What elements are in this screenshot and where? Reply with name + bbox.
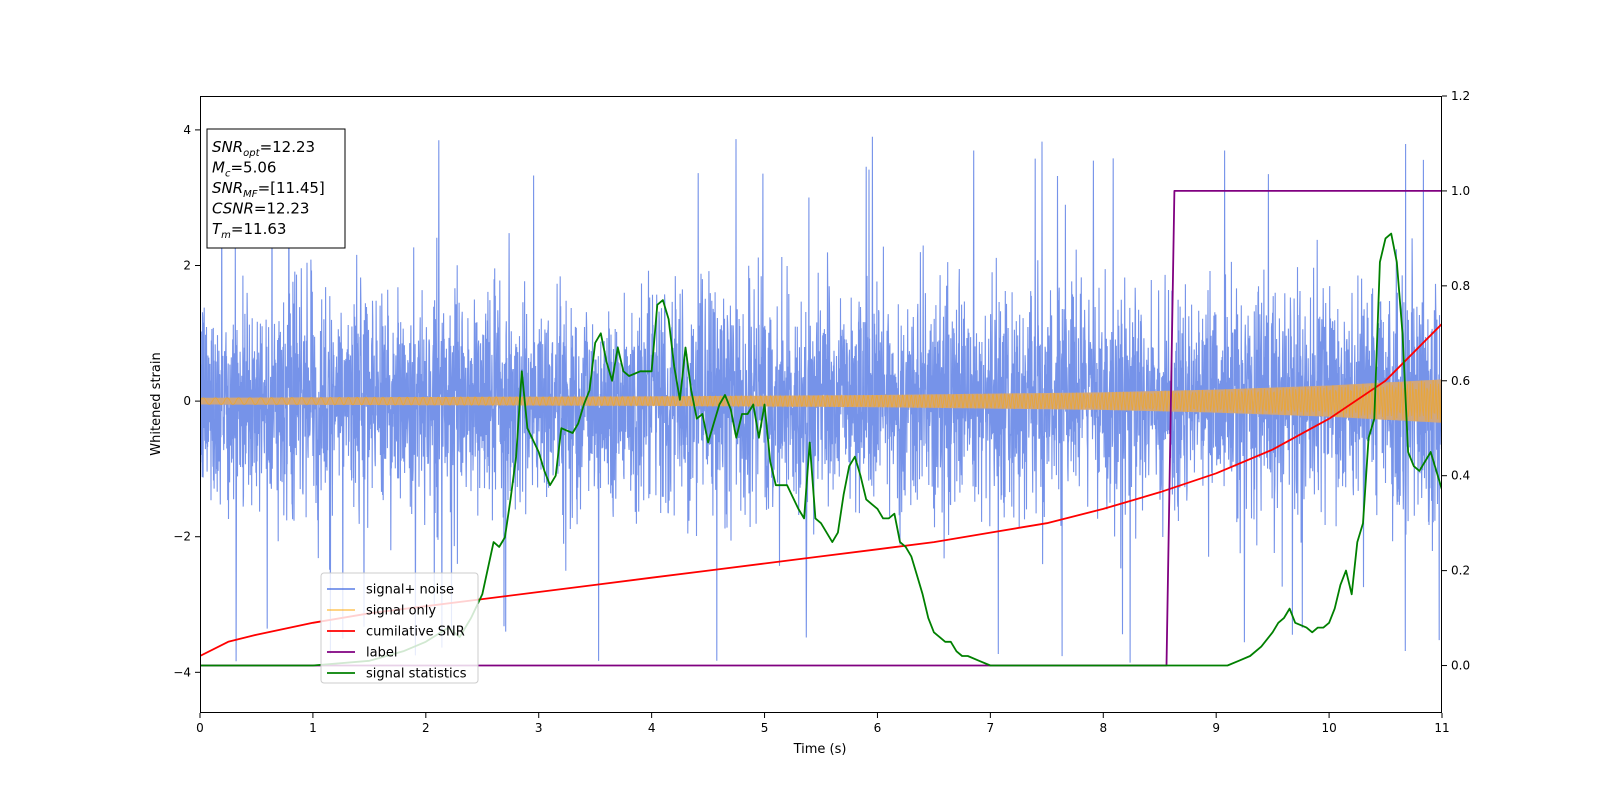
stats-box: SNRopt=12.23Mc=5.06SNRMF=[11.45]CSNR=12.… <box>206 128 346 249</box>
x-tick-label: 6 <box>874 721 882 735</box>
x-tick-label: 7 <box>987 721 995 735</box>
y-right-tick-label: 1.0 <box>1451 184 1470 198</box>
signal-only-band <box>200 379 1442 423</box>
y-left-tick-label: 4 <box>183 123 191 137</box>
y-right-tick-label: 0.0 <box>1451 659 1470 673</box>
x-tick-label: 11 <box>1434 721 1449 735</box>
y-left-tick-label: −4 <box>173 665 191 679</box>
x-tick-label: 5 <box>761 721 769 735</box>
stat-line: Mc=5.06 <box>212 159 276 180</box>
legend-label: label <box>366 646 397 661</box>
y-left-tick-label: 0 <box>183 394 191 408</box>
y-right-tick-label: 0.8 <box>1451 279 1470 293</box>
signal-only-line <box>200 380 1442 423</box>
y-right-tick-label: 0.4 <box>1451 469 1470 483</box>
y-right-tick-label: 1.2 <box>1451 89 1470 103</box>
signal-statistics-line <box>200 232 1442 667</box>
stat-line: Tm=11.63 <box>212 220 286 241</box>
stat-line: SNRopt=12.23 <box>212 138 315 159</box>
stat-line: CSNR=12.23 <box>212 200 309 218</box>
x-axis-label: Time (s) <box>793 742 847 757</box>
axes: 0 1 2 3 4 5 6 7 8 9 10 11 4 2 0 −2 −4 1.2 1.0 0.8 0.6 0.4 0.2 0… <box>173 89 1470 735</box>
x-tick-label: 9 <box>1212 721 1220 735</box>
legend-label: cumilative SNR <box>366 625 465 640</box>
y-axis-label: Whitened strain <box>149 352 164 455</box>
x-tick-label: 4 <box>648 721 656 735</box>
legend-label: signal+ noise <box>366 583 454 598</box>
x-tick-label: 2 <box>422 721 430 735</box>
plot-frame <box>200 96 1442 713</box>
legend-label: signal only <box>366 604 436 619</box>
stat-line: SNRMF=[11.45] <box>212 179 325 200</box>
legend: signal+ noise signal only cumilative SNR la… <box>320 572 479 684</box>
x-tick-label: 0 <box>196 721 204 735</box>
label-line <box>200 190 1442 667</box>
x-tick-label: 10 <box>1321 721 1336 735</box>
legend-label: signal statistics <box>366 667 467 682</box>
signal-noise-line <box>200 136 1442 663</box>
x-tick-label: 1 <box>309 721 317 735</box>
y-right-tick-label: 0.2 <box>1451 564 1470 578</box>
x-tick-label: 3 <box>535 721 543 735</box>
x-tick-label: 8 <box>1099 721 1107 735</box>
y-left-tick-label: −2 <box>173 530 191 544</box>
y-left-tick-label: 2 <box>183 259 191 273</box>
y-right-tick-label: 0.6 <box>1451 374 1470 388</box>
